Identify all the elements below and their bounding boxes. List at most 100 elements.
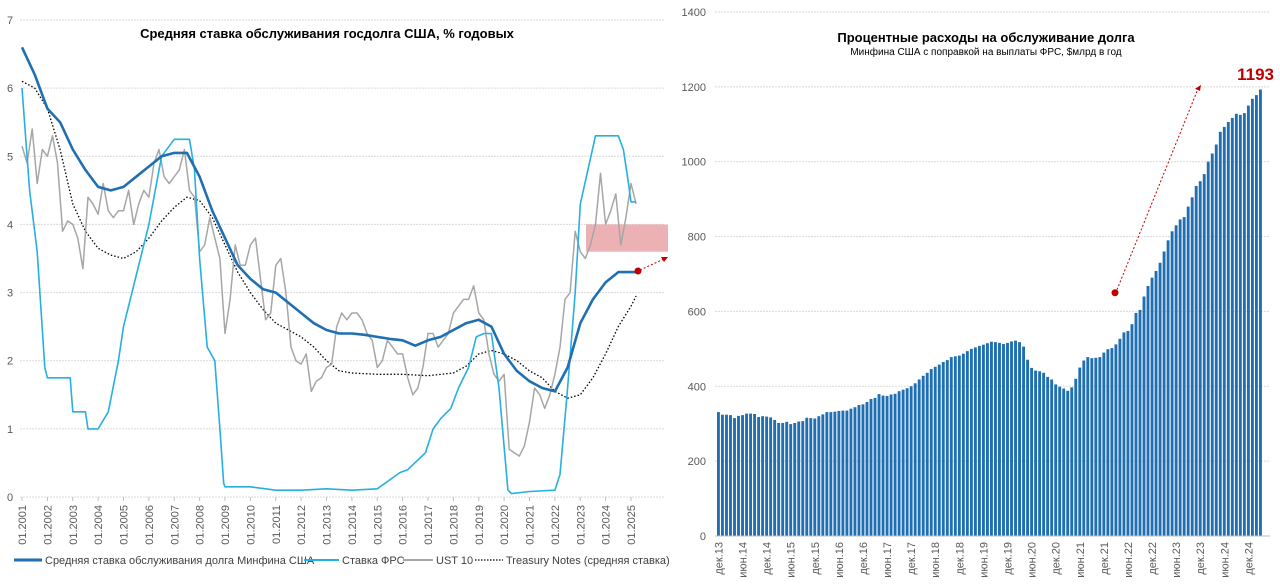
bar: [797, 421, 801, 536]
bar: [765, 416, 769, 536]
bar: [1158, 262, 1162, 536]
bar: [1038, 371, 1042, 536]
right-y-tick-label: 1400: [682, 7, 706, 19]
bar: [1182, 217, 1186, 536]
bar: [805, 417, 809, 536]
bar: [929, 369, 933, 536]
bar: [789, 424, 793, 536]
bar: [1042, 372, 1046, 536]
right-y-tick-label: 200: [688, 456, 706, 468]
bar: [1098, 357, 1102, 536]
arrow-head-icon: [1195, 84, 1201, 91]
bar: [737, 415, 740, 536]
bar: [1194, 186, 1198, 536]
right-x-tick-label: июн.23: [1171, 542, 1183, 578]
bar: [1006, 342, 1009, 536]
left-x-tick-label: 01.2024: [601, 505, 613, 545]
bar: [933, 366, 937, 536]
bar: [1210, 153, 1214, 536]
left-x-tick-label: 01.2008: [195, 505, 207, 545]
bar: [1106, 349, 1110, 536]
bar: [725, 414, 728, 536]
bar: [733, 418, 736, 536]
right-x-tick-label: июн.17: [882, 542, 894, 578]
bar: [793, 423, 797, 536]
left-x-tick-label: 01.2007: [169, 505, 181, 545]
bar: [1066, 390, 1070, 536]
bar: [873, 397, 877, 536]
arrow-head-icon: [661, 257, 668, 262]
bar: [889, 394, 893, 536]
bar: [877, 394, 881, 536]
bar: [1186, 206, 1190, 536]
bar: [1142, 296, 1146, 536]
target-range-band: [586, 224, 668, 252]
bar: [1130, 324, 1134, 536]
bar: [1242, 113, 1246, 536]
bar: [1010, 341, 1013, 536]
bar: [821, 414, 825, 536]
bar: [1162, 251, 1166, 536]
bar: [1174, 225, 1178, 537]
left-x-tick-label: 01.2001: [17, 505, 29, 545]
bar: [1054, 384, 1058, 536]
bar: [1234, 113, 1238, 537]
left-y-tick-label: 7: [7, 15, 13, 27]
bar: [741, 415, 744, 536]
bar: [909, 386, 913, 536]
bar: [893, 393, 897, 536]
left-y-tick-label: 1: [7, 424, 13, 436]
bar: [1170, 231, 1174, 537]
bar: [1046, 376, 1050, 536]
bar: [773, 420, 777, 536]
right-bars: [715, 89, 1270, 537]
legend-label: Средняя ставка обслуживания долга Минфин…: [45, 555, 315, 567]
right-x-tick-label: дек.23: [1195, 542, 1207, 575]
left-annotations-back: [586, 224, 668, 252]
bar: [1146, 286, 1150, 536]
left-legend: Средняя ставка обслуживания долга Минфин…: [14, 555, 670, 567]
bar: [809, 418, 813, 536]
left-x-tick-label: 01.2017: [423, 505, 435, 545]
bar: [1074, 378, 1078, 536]
right-x-tick-label: июн.19: [978, 542, 990, 578]
right-x-tick-label: июн.24: [1219, 542, 1231, 578]
right-x-tick-label: июн.14: [738, 542, 750, 578]
legend-label: Treasury Notes (средняя ставка): [506, 555, 670, 567]
bar: [785, 421, 789, 536]
right-y-tick-label: 1200: [682, 82, 706, 94]
bar: [1110, 348, 1114, 536]
bar: [1122, 332, 1126, 536]
trend-start-point: [1111, 289, 1119, 297]
bar: [849, 408, 853, 536]
bar: [985, 343, 989, 536]
right-x-tick-label: дек.14: [762, 542, 774, 575]
last-value-label: 1193: [1237, 65, 1274, 84]
bar: [1078, 367, 1082, 536]
bar: [1070, 387, 1074, 536]
bar: [749, 413, 753, 536]
bar: [825, 412, 829, 536]
bar: [1138, 309, 1142, 536]
bar: [1082, 360, 1086, 536]
bar: [861, 404, 865, 536]
bar: [841, 410, 845, 536]
bar: [777, 423, 781, 536]
right-x-tick-label: июн.21: [1075, 542, 1087, 578]
right-x-tick-label: дек.21: [1099, 542, 1111, 575]
right-x-tick-label: июн.20: [1027, 542, 1039, 578]
bar: [845, 410, 849, 536]
bar: [1062, 388, 1066, 536]
bar: [1134, 312, 1138, 536]
bar: [757, 417, 761, 536]
bar: [1114, 344, 1118, 536]
right-x-tick-label: дек.16: [858, 542, 870, 575]
bar: [837, 411, 841, 536]
trend-arrow: [1116, 88, 1199, 290]
left-x-tick-label: 01.2003: [68, 505, 80, 545]
bar: [1118, 338, 1122, 536]
bar: [1226, 122, 1230, 536]
bar: [981, 344, 985, 536]
